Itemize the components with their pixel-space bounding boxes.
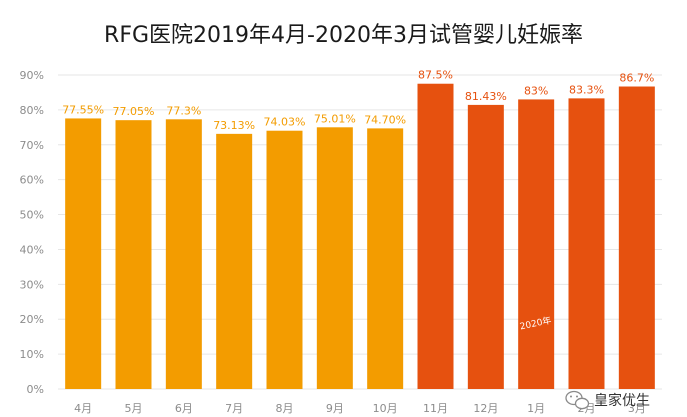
bar-8 <box>417 83 454 389</box>
y-axis-ticks: 0% 10% 20% 30% 40% 50% 60% 70% 80% 90% <box>20 69 44 396</box>
y-tick-label: 80% <box>20 104 44 117</box>
y-tick-label: 60% <box>20 174 44 187</box>
x-tick-label: 10月 <box>373 402 398 415</box>
x-tick-label: 4月 <box>74 402 92 415</box>
x-axis-ticks: 4月 5月 6月 7月 8月 9月 10月 11月 12月 1月 2月 3月 <box>74 402 646 415</box>
bar-2 <box>115 120 152 389</box>
y-tick-label: 0% <box>27 383 44 396</box>
x-tick-label: 3月 <box>628 402 646 415</box>
y-tick-label: 90% <box>20 69 44 82</box>
x-tick-label: 1月 <box>527 402 545 415</box>
y-tick-label: 70% <box>20 139 44 152</box>
y-tick-label: 40% <box>20 243 44 256</box>
y-tick-label: 20% <box>20 313 44 326</box>
value-label: 81.43% <box>465 90 507 103</box>
x-tick-label: 11月 <box>423 402 448 415</box>
x-tick-label: 7月 <box>225 402 243 415</box>
bars <box>65 83 655 390</box>
bar-5 <box>266 130 303 389</box>
x-tick-label: 9月 <box>326 402 344 415</box>
value-label: 74.03% <box>264 116 306 129</box>
bar-12 <box>618 86 655 389</box>
y-tick-label: 30% <box>20 278 44 291</box>
bar-1 <box>65 118 102 389</box>
x-tick-label: 5月 <box>125 402 143 415</box>
y-tick-label: 10% <box>20 348 44 361</box>
bar-7 <box>367 128 404 389</box>
watermark: 皇家优生 <box>565 390 650 410</box>
value-label: 75.01% <box>314 112 356 125</box>
bar-3 <box>165 119 202 389</box>
y-tick-label: 50% <box>20 209 44 222</box>
bar-10 <box>518 99 555 389</box>
x-tick-label: 12月 <box>473 402 498 415</box>
x-tick-label: 6月 <box>175 402 193 415</box>
watermark-text: 皇家优生 <box>594 392 650 409</box>
value-label: 83.3% <box>569 83 604 96</box>
value-label: 87.5% <box>418 69 453 82</box>
value-label: 73.13% <box>213 119 255 132</box>
value-label: 77.55% <box>62 103 104 116</box>
bar-4 <box>216 133 253 389</box>
chart-title: RFG医院2019年4月-2020年3月试管婴儿妊娠率 <box>104 23 583 48</box>
value-labels: 77.55% 77.05% 77.3% 73.13% 74.03% 75.01% 74.70… <box>62 69 654 132</box>
value-label: 77.3% <box>166 104 201 117</box>
bar-11 <box>568 98 605 390</box>
x-tick-label: 8月 <box>276 402 294 415</box>
value-label: 83% <box>524 84 548 97</box>
value-label: 86.7% <box>619 72 654 85</box>
value-label: 74.70% <box>364 113 406 126</box>
wechat-icon <box>565 390 590 410</box>
value-label: 77.05% <box>113 105 155 118</box>
bar-6 <box>316 127 353 389</box>
grid-lines <box>58 74 662 390</box>
bar-9 <box>467 104 504 389</box>
